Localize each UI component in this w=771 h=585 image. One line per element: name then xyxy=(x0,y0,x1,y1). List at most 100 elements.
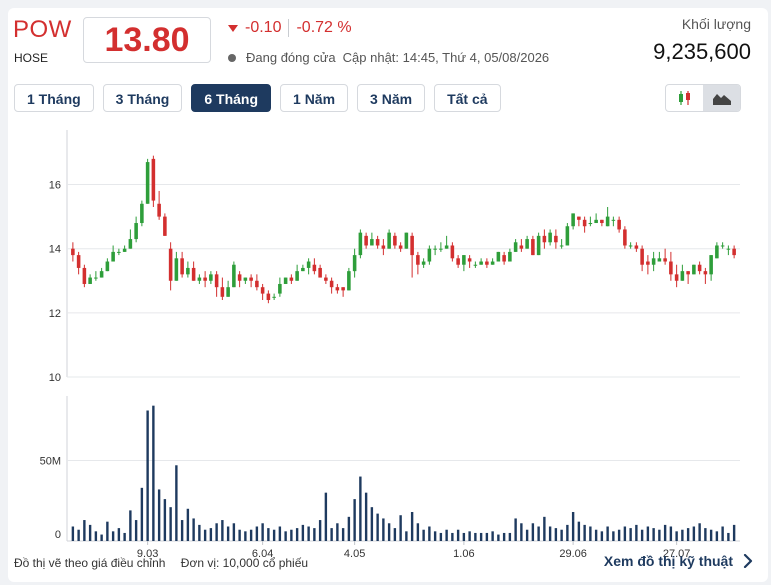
candle-body xyxy=(191,267,196,281)
volume-bar xyxy=(583,524,586,541)
time-tick-label: 4.05 xyxy=(344,548,365,560)
candle-body xyxy=(324,277,328,281)
candle-body xyxy=(347,271,351,291)
volume-bar xyxy=(589,526,592,541)
tab-all[interactable]: Tất cả xyxy=(434,84,501,112)
volume-bar xyxy=(152,405,155,541)
candle-body xyxy=(99,271,104,278)
volume-bar xyxy=(675,531,678,541)
volume-bar xyxy=(301,524,305,541)
candle-body xyxy=(663,258,667,262)
tab-1-month[interactable]: 1 Tháng xyxy=(14,84,94,112)
volume-bar xyxy=(226,526,230,541)
volume-bar xyxy=(410,512,414,541)
candle-body xyxy=(226,287,230,297)
volume-bar xyxy=(129,510,132,541)
exchange-label: HOSE xyxy=(14,51,49,65)
volume-bar xyxy=(123,532,126,541)
candle-body xyxy=(548,232,552,243)
volume-bar xyxy=(249,529,253,541)
candle-body xyxy=(88,277,92,284)
area-chart-button[interactable] xyxy=(703,85,740,111)
volume-bar xyxy=(727,532,730,541)
candle-body xyxy=(421,261,426,265)
chart-footnote: Đồ thị vẽ theo giá điều chỉnh Đơn vị: 10… xyxy=(14,556,308,570)
volume-bar xyxy=(640,529,644,541)
volume-bar xyxy=(577,521,581,541)
candle-body xyxy=(692,264,696,275)
candle-body xyxy=(163,216,167,236)
candle-body xyxy=(249,277,253,281)
candle-body xyxy=(370,239,374,246)
volume-bar xyxy=(571,512,575,541)
last-updated: Cập nhật: 14:45, Thứ 4, 05/08/2026 xyxy=(342,50,550,65)
volume-bar xyxy=(433,531,437,541)
volume-bar xyxy=(698,523,701,541)
volume-label: Khối lượng xyxy=(681,16,751,32)
candle-body xyxy=(375,239,380,246)
candle-body xyxy=(404,232,409,249)
volume-bar xyxy=(134,520,138,541)
time-tick-label: 6.04 xyxy=(252,548,273,560)
volume-bar xyxy=(709,529,713,541)
volume-bar xyxy=(387,523,391,541)
volume-bar xyxy=(502,532,506,541)
volume-tick-label: 0 xyxy=(55,529,61,541)
candle-body xyxy=(398,245,403,249)
candle-body xyxy=(117,251,121,253)
time-tick-label: 27.07 xyxy=(663,548,691,560)
candle-body xyxy=(467,258,472,262)
volume-bar xyxy=(209,528,213,541)
candle-body xyxy=(329,280,334,288)
volume-bar xyxy=(163,499,167,541)
volume-bar xyxy=(468,531,471,541)
volume-bar xyxy=(491,531,494,541)
candle-body xyxy=(381,245,386,249)
candle-body xyxy=(145,162,150,204)
candle-body xyxy=(122,248,127,252)
volume-bar xyxy=(531,523,535,541)
candlestick-button[interactable] xyxy=(666,85,703,111)
volume-bar xyxy=(497,534,500,541)
volume-bar xyxy=(508,532,512,541)
candle-body xyxy=(634,245,639,249)
candle-body xyxy=(410,235,414,256)
volume-bar xyxy=(295,528,299,541)
candle-body xyxy=(151,158,156,201)
volume-bar xyxy=(479,532,483,541)
candle-body xyxy=(473,264,478,266)
candle-body xyxy=(186,267,190,275)
tab-1-year[interactable]: 1 Năm xyxy=(280,84,349,112)
volume-bar xyxy=(721,526,724,541)
candle-body xyxy=(559,245,564,247)
candle-body xyxy=(393,235,397,246)
tab-3-months[interactable]: 3 Tháng xyxy=(102,84,183,112)
candle-body xyxy=(134,223,138,240)
volume-bar xyxy=(106,521,109,541)
tab-3-years[interactable]: 3 Năm xyxy=(357,84,426,112)
volume-bar xyxy=(686,528,690,541)
candle-body xyxy=(588,223,593,225)
volume-bar xyxy=(186,508,190,541)
candle-body xyxy=(496,251,501,262)
volume-bar xyxy=(146,410,149,541)
candle-body xyxy=(416,255,420,265)
volume-bar xyxy=(600,531,604,541)
candle-body xyxy=(703,271,708,275)
volume-bar xyxy=(336,523,339,541)
volume-bar xyxy=(324,492,328,541)
tab-6-months[interactable]: 6 Tháng xyxy=(191,84,272,112)
candle-body xyxy=(611,219,616,221)
technical-chart-link[interactable]: Xem đồ thị kỹ thuật xyxy=(604,553,753,569)
candle-body xyxy=(628,245,633,247)
volume-bar xyxy=(658,529,661,541)
price-change: -0.10 xyxy=(245,19,282,36)
candle-body xyxy=(565,226,570,246)
volume-bar xyxy=(681,529,684,541)
volume-bar xyxy=(180,520,184,541)
candle-body xyxy=(508,251,512,262)
volume-bar xyxy=(215,523,218,541)
volume-bar xyxy=(732,524,736,541)
volume-bar xyxy=(612,531,615,541)
